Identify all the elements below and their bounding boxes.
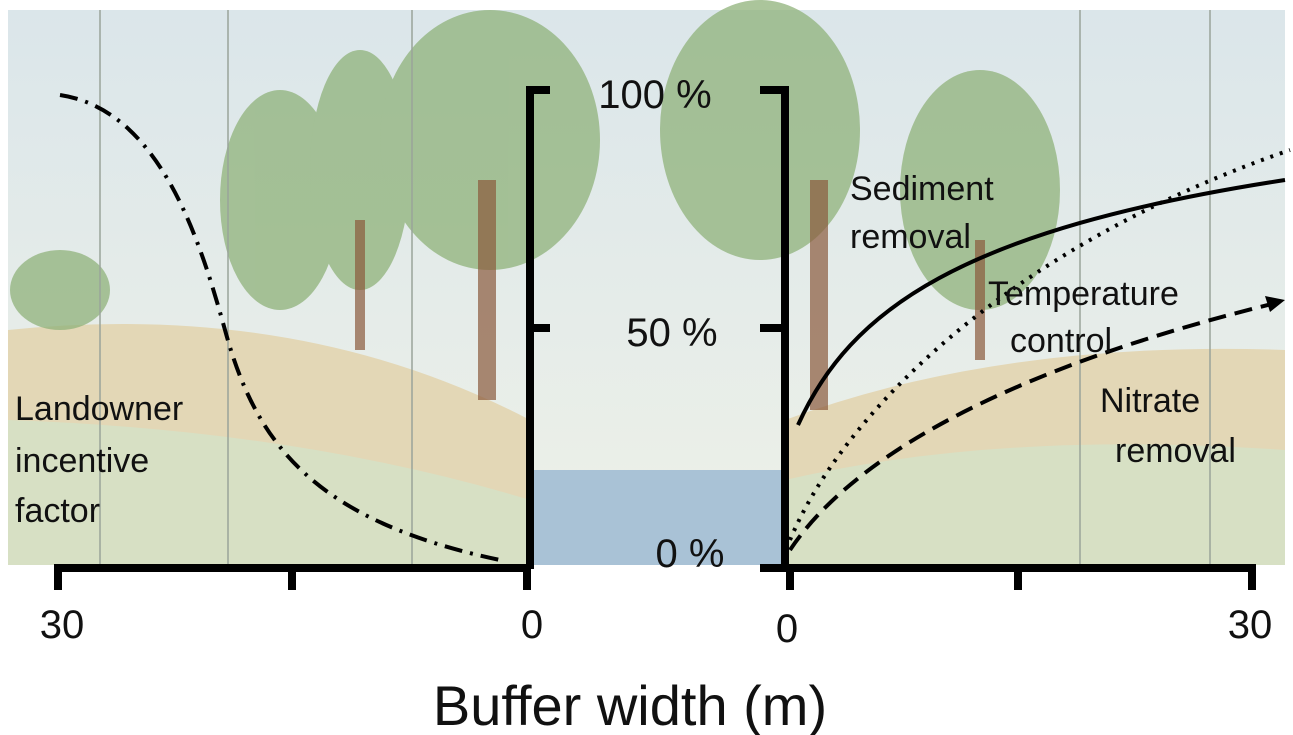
y-tick-label: 0 % (656, 532, 725, 576)
x-tick-label: 0 (776, 607, 798, 651)
page: 100 % 50 % 0 % 30 0 0 30 Buffer width (m… (0, 0, 1293, 735)
curve-label: removal (850, 218, 971, 256)
curve-label: control (1010, 322, 1112, 360)
curve-label: incentive (15, 442, 149, 480)
diagram: 100 % 50 % 0 % 30 0 0 30 Buffer width (m… (0, 0, 1293, 735)
curve-label: Temperature (988, 275, 1179, 313)
y-tick-label: 50 % (626, 311, 717, 355)
x-tick-label: 30 (1228, 603, 1273, 647)
curve-label: Landowner (15, 390, 183, 428)
y-tick-label: 100 % (598, 73, 711, 117)
curve-label: Nitrate (1100, 382, 1200, 420)
curve-label: Sediment (850, 170, 994, 208)
axis-title: Buffer width (m) (433, 674, 827, 735)
x-tick-label: 0 (521, 603, 543, 647)
x-tick-label: 30 (40, 603, 85, 647)
curve-label: removal (1115, 432, 1236, 470)
curve-label: factor (15, 492, 100, 530)
